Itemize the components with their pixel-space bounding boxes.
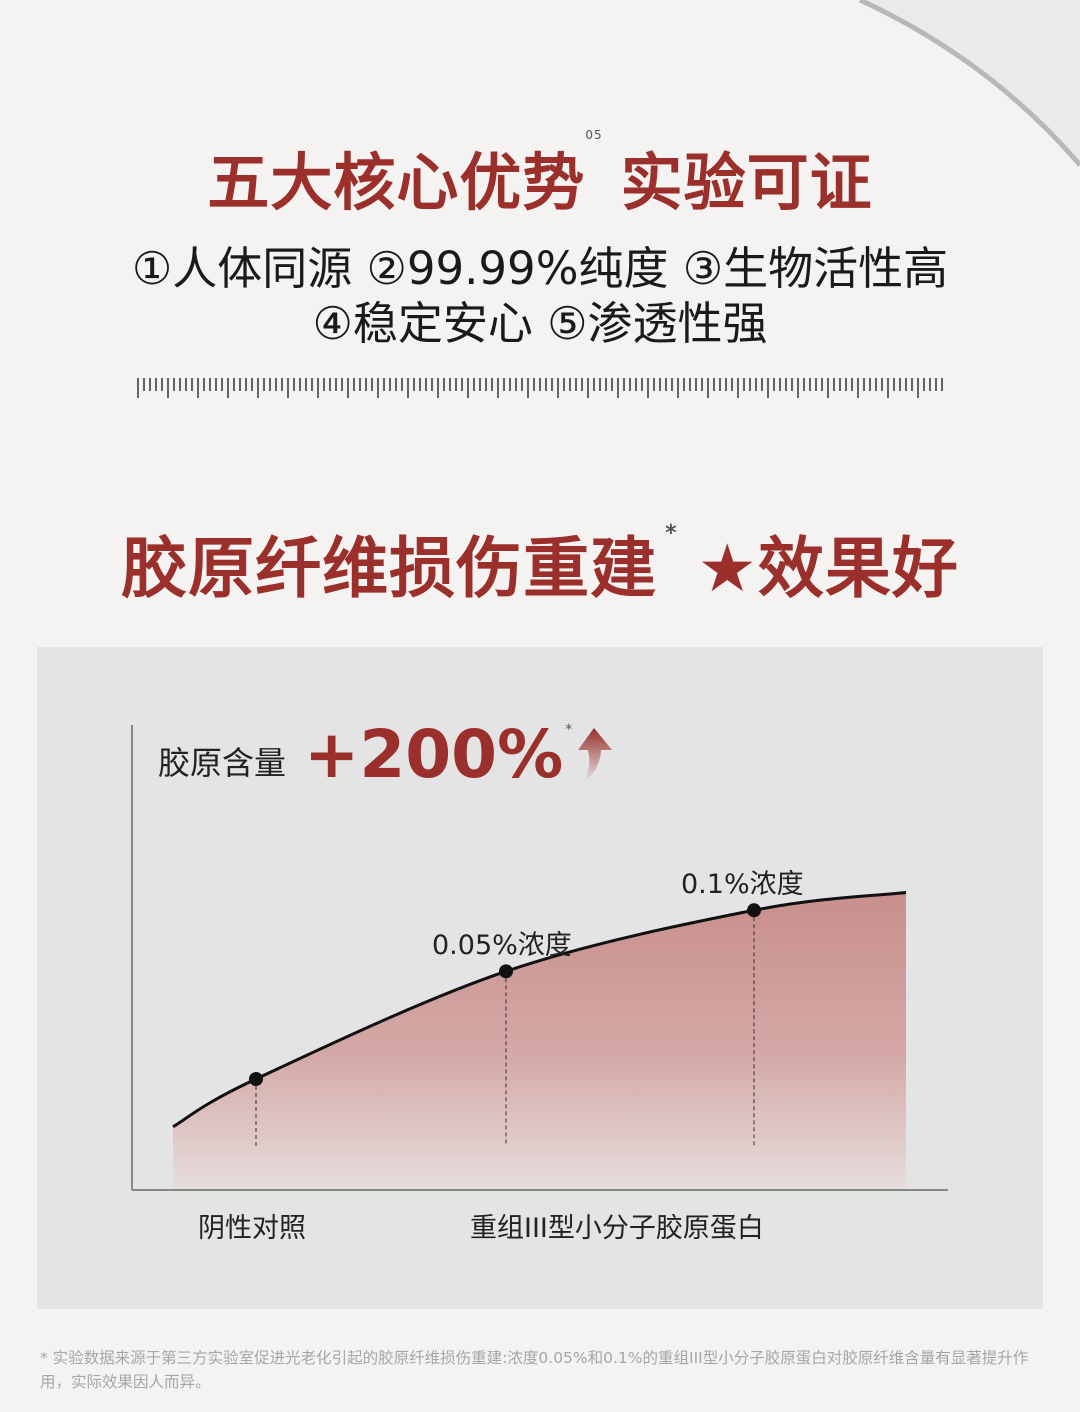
- main-title: 五大核心优势05实验可证: [207, 128, 873, 219]
- decorative-arc: [858, 0, 1080, 167]
- headline-asterisk: *: [565, 722, 573, 738]
- point-label-0-05: 0.05%浓度: [432, 930, 572, 961]
- point-label-0-1: 0.1%浓度: [681, 869, 804, 900]
- footnote: * 实验数据来源于第三方实验室促进光老化引起的胶原纤维损伤重建:浓度0.05%和…: [40, 1349, 1029, 1391]
- data-point: [249, 1072, 263, 1086]
- area-fill: [173, 892, 906, 1190]
- up-arrow-icon: [578, 728, 613, 782]
- headline-value: +200%: [304, 716, 564, 793]
- ruler-divider: [137, 378, 943, 398]
- x-label-collagen: 重组III型小分子胶原蛋白: [470, 1213, 764, 1244]
- y-axis-label: 胶原含量: [158, 744, 287, 782]
- x-label-control: 阴性对照: [198, 1213, 306, 1244]
- section-title: 胶原纤维损伤重建 * ★效果好: [121, 521, 959, 607]
- data-point: [747, 903, 761, 918]
- chart-headline-row: 胶原含量 +200% *: [158, 716, 614, 794]
- data-point: [499, 964, 513, 979]
- features-line-2: ④稳定安心 ⑤渗透性强: [312, 297, 768, 350]
- features-line-1: ①人体同源 ②99.99%纯度 ③生物活性高: [131, 242, 949, 295]
